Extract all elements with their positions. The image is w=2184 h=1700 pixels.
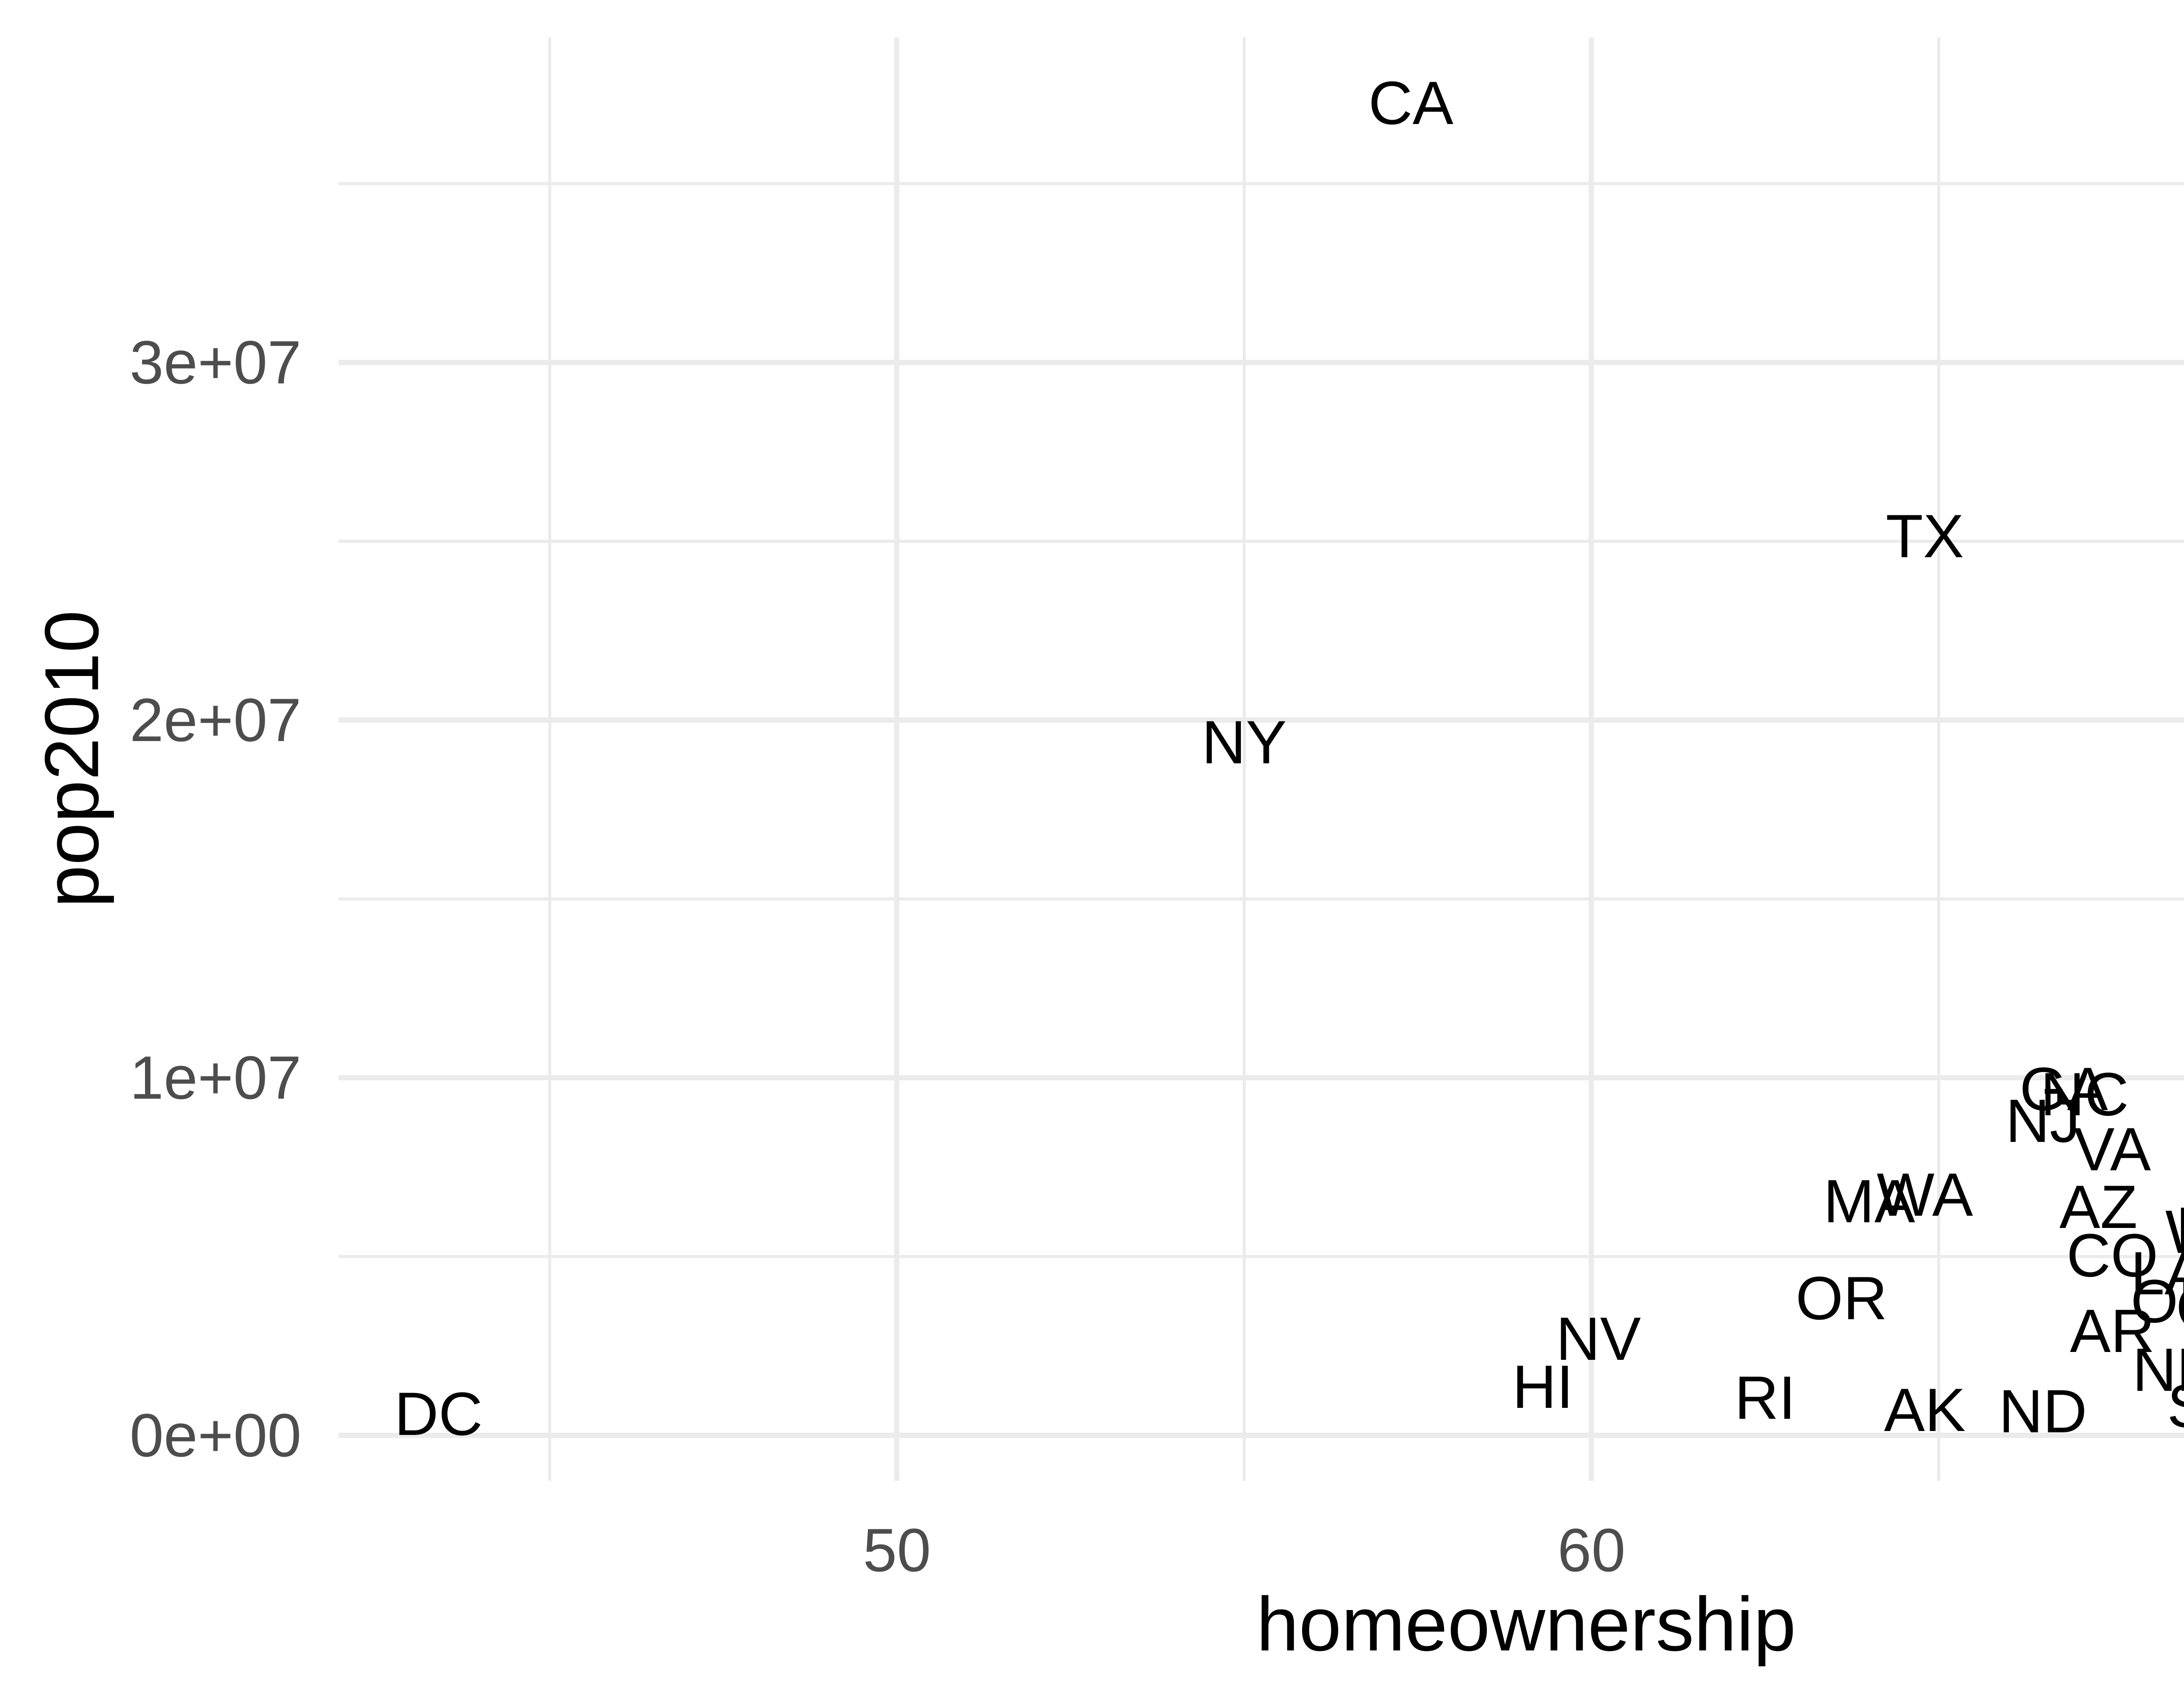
y-minor-gridline <box>339 897 2184 901</box>
y-tick-label: 0e+00 <box>129 1401 301 1469</box>
state-label: ND <box>1998 1376 2087 1445</box>
y-major-gridline <box>339 1433 2184 1438</box>
state-label: NY <box>1202 708 1287 777</box>
state-label: DC <box>394 1379 483 1448</box>
state-label: MD <box>2176 1198 2184 1259</box>
state-label: AZ <box>2059 1172 2138 1241</box>
state-label: HI <box>1512 1352 1574 1421</box>
state-label: GA <box>2019 1054 2108 1123</box>
y-tick-label: 2e+07 <box>129 686 301 755</box>
state-label: NJ <box>2005 1086 2080 1155</box>
state-label: AK <box>1884 1375 1966 1444</box>
x-axis-title: homeownership <box>1256 1582 1796 1667</box>
y-major-gridline <box>339 1075 2184 1081</box>
state-label: WI <box>2165 1201 2184 1262</box>
y-tick-label: 3e+07 <box>129 328 301 397</box>
x-minor-gridline <box>548 38 551 1481</box>
state-label: WA <box>1876 1160 1973 1229</box>
y-minor-gridline <box>339 540 2184 543</box>
state-label: NC <box>2040 1060 2129 1129</box>
y-tick-label: 1e+07 <box>129 1043 301 1112</box>
state-label: TX <box>1886 501 1964 570</box>
state-label: OK <box>2130 1266 2184 1335</box>
y-major-gridline <box>339 717 2184 723</box>
state-label: CA <box>1368 69 1454 138</box>
state-label: CT <box>2176 1277 2184 1338</box>
x-minor-gridline <box>1242 38 1246 1481</box>
state-label: MT <box>2179 1369 2184 1431</box>
x-minor-gridline <box>1937 38 1940 1481</box>
state-label: MA <box>1823 1166 1915 1235</box>
state-label: VA <box>2073 1114 2151 1183</box>
y-minor-gridline <box>339 1255 2184 1259</box>
x-major-gridline <box>894 38 900 1481</box>
x-major-gridline <box>1589 38 1594 1481</box>
x-tick-label: 50 <box>863 1516 931 1584</box>
state-label: OR <box>1795 1264 1887 1333</box>
state-label: NV <box>1556 1304 1641 1373</box>
state-label: RI <box>1734 1363 1796 1432</box>
state-label: CO <box>2067 1221 2158 1290</box>
x-tick-label: 60 <box>1557 1516 1626 1584</box>
y-axis-title: pop2010 <box>29 610 115 908</box>
y-minor-gridline <box>339 182 2184 186</box>
state-label: AR <box>2070 1297 2155 1366</box>
state-label: KS <box>2183 1303 2184 1364</box>
state-label: LA <box>2130 1238 2184 1307</box>
state-label: NE <box>2132 1335 2184 1404</box>
state-label: SD <box>2167 1376 2184 1437</box>
y-major-gridline <box>339 360 2184 366</box>
